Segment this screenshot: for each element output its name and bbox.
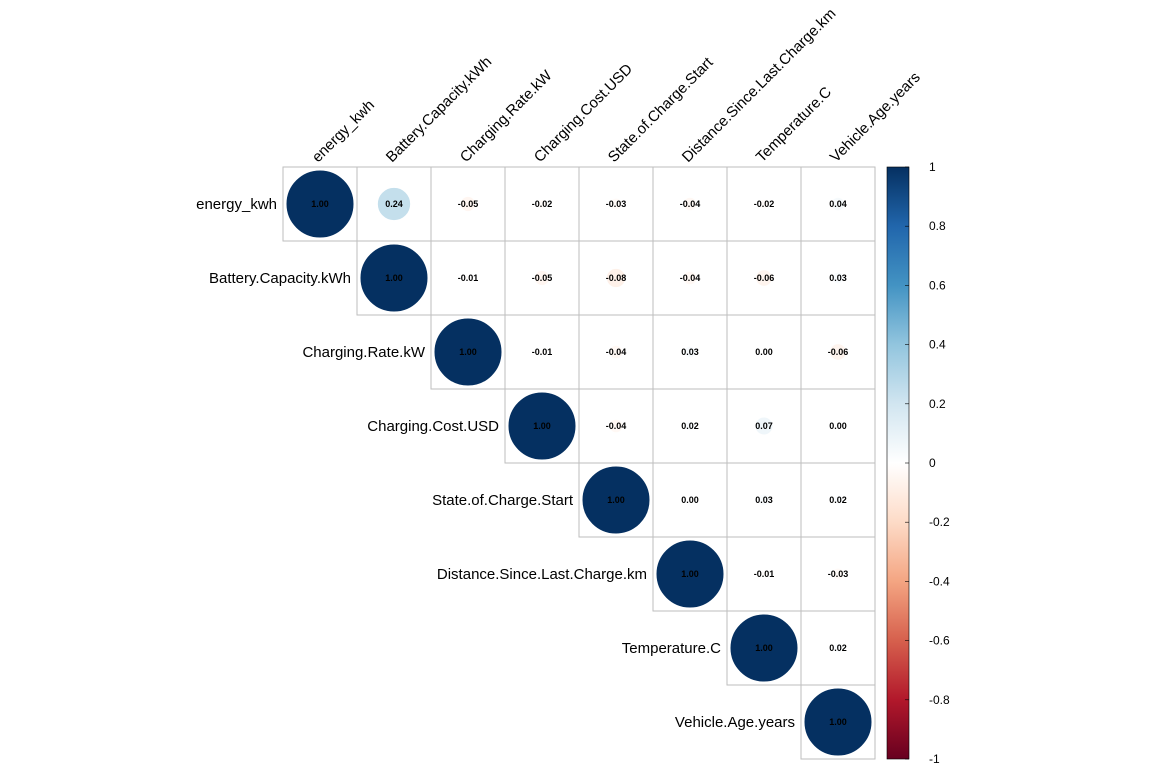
correlation-circle bbox=[682, 196, 698, 212]
correlation-circle bbox=[760, 570, 768, 578]
correlation-circle bbox=[684, 420, 696, 432]
correlation-circle bbox=[831, 271, 845, 285]
correlation-value: -0.01 bbox=[532, 347, 553, 357]
correlation-value: 0.24 bbox=[385, 199, 403, 209]
correlation-value: 1.00 bbox=[607, 495, 625, 505]
correlation-value: -0.06 bbox=[828, 347, 849, 357]
colorbar-tick-label: 0.2 bbox=[929, 397, 946, 411]
correlation-value: 0.00 bbox=[829, 421, 847, 431]
grid-cell bbox=[800, 684, 876, 760]
row-label: Distance.Since.Last.Charge.km bbox=[437, 566, 647, 583]
correlation-circle bbox=[608, 344, 624, 360]
colorbar-tick-label: 1 bbox=[929, 160, 936, 174]
correlation-value: 1.00 bbox=[385, 273, 403, 283]
correlation-value: -0.03 bbox=[828, 569, 849, 579]
row-label: State.of.Charge.Start bbox=[432, 492, 574, 509]
row-label: Charging.Cost.USD bbox=[367, 418, 499, 435]
correlation-circle bbox=[758, 198, 770, 210]
correlation-value: -0.06 bbox=[754, 273, 775, 283]
correlation-value: 1.00 bbox=[459, 347, 477, 357]
correlation-value: -0.02 bbox=[754, 199, 775, 209]
correlation-circle bbox=[655, 539, 725, 609]
colorbar-tick-label: 0.4 bbox=[929, 338, 946, 352]
colorbar-tick-label: -0.6 bbox=[929, 634, 950, 648]
correlation-circle bbox=[605, 267, 627, 289]
colorbar-tick-label: 0 bbox=[929, 456, 936, 470]
colorbar-tick-label: 0.6 bbox=[929, 278, 946, 292]
correlation-circle bbox=[832, 494, 844, 506]
correlation-value: -0.04 bbox=[606, 421, 627, 431]
correlation-value: 1.00 bbox=[681, 569, 699, 579]
correlation-circle bbox=[507, 391, 577, 461]
correlation-value: 0.00 bbox=[755, 347, 773, 357]
colorbar-tick-label: -0.2 bbox=[929, 515, 950, 529]
correlation-circle bbox=[536, 198, 548, 210]
correlation-value: 0.02 bbox=[829, 495, 847, 505]
correlation-value: 1.00 bbox=[311, 199, 329, 209]
correlation-value: 0.00 bbox=[681, 495, 699, 505]
correlation-value: 0.02 bbox=[829, 643, 847, 653]
colorbar-tick-label: 0.8 bbox=[929, 219, 946, 233]
correlation-circle bbox=[285, 169, 355, 239]
row-label: Vehicle.Age.years bbox=[675, 714, 795, 731]
correlation-value: -0.04 bbox=[680, 273, 701, 283]
row-label: Charging.Rate.kW bbox=[302, 344, 425, 361]
correlation-value: 0.03 bbox=[681, 347, 699, 357]
correlation-circle bbox=[754, 416, 774, 436]
correlation-value: -0.01 bbox=[458, 273, 479, 283]
correlation-value: -0.01 bbox=[754, 569, 775, 579]
correlation-value: -0.05 bbox=[458, 199, 479, 209]
correlation-circle bbox=[433, 317, 503, 387]
column-label: Vehicle.Age.years bbox=[827, 69, 924, 166]
correlation-circle bbox=[459, 195, 477, 213]
correlation-circle bbox=[609, 197, 623, 211]
correlation-value: -0.08 bbox=[606, 273, 627, 283]
correlation-value: 0.04 bbox=[829, 199, 847, 209]
correlation-circle bbox=[729, 613, 799, 683]
colorbar-tick-label: -0.4 bbox=[929, 574, 950, 588]
correlation-value: 1.00 bbox=[829, 717, 847, 727]
correlation-circle bbox=[608, 418, 624, 434]
correlation-value: 1.00 bbox=[755, 643, 773, 653]
correlation-value: 0.07 bbox=[755, 421, 773, 431]
correlation-circle bbox=[538, 348, 546, 356]
correlation-circle bbox=[831, 567, 845, 581]
correlation-value: -0.02 bbox=[532, 199, 553, 209]
colorbar-tick-label: -1 bbox=[929, 752, 940, 766]
column-label: Distance.Since.Last.Charge.km bbox=[679, 5, 840, 166]
correlation-circle bbox=[359, 243, 429, 313]
correlation-circle bbox=[533, 269, 551, 287]
correlation-circle bbox=[581, 465, 651, 535]
column-label: Temperature.C bbox=[753, 84, 835, 166]
correlation-circle bbox=[757, 493, 771, 507]
colorbar-tick-label: -0.8 bbox=[929, 693, 950, 707]
correlation-circle bbox=[682, 270, 698, 286]
correlation-circle bbox=[803, 687, 873, 757]
correlation-value: -0.04 bbox=[606, 347, 627, 357]
correlation-circle bbox=[464, 274, 472, 282]
column-label: energy_kwh bbox=[309, 97, 378, 166]
correlation-circle bbox=[376, 186, 412, 222]
correlation-value: -0.05 bbox=[532, 273, 553, 283]
correlation-value: 1.00 bbox=[533, 421, 551, 431]
correlation-circle bbox=[829, 343, 847, 361]
row-label: energy_kwh bbox=[196, 196, 277, 213]
correlation-circle bbox=[755, 269, 773, 287]
row-label: Battery.Capacity.kWh bbox=[209, 270, 351, 287]
correlation-circle bbox=[830, 196, 846, 212]
correlation-circle bbox=[832, 642, 844, 654]
correlation-value: 0.02 bbox=[681, 421, 699, 431]
correlation-circle bbox=[683, 345, 697, 359]
correlation-value: 0.03 bbox=[755, 495, 773, 505]
correlation-value: -0.03 bbox=[606, 199, 627, 209]
correlation-value: 0.03 bbox=[829, 273, 847, 283]
correlation-value: -0.04 bbox=[680, 199, 701, 209]
row-label: Temperature.C bbox=[622, 640, 721, 657]
